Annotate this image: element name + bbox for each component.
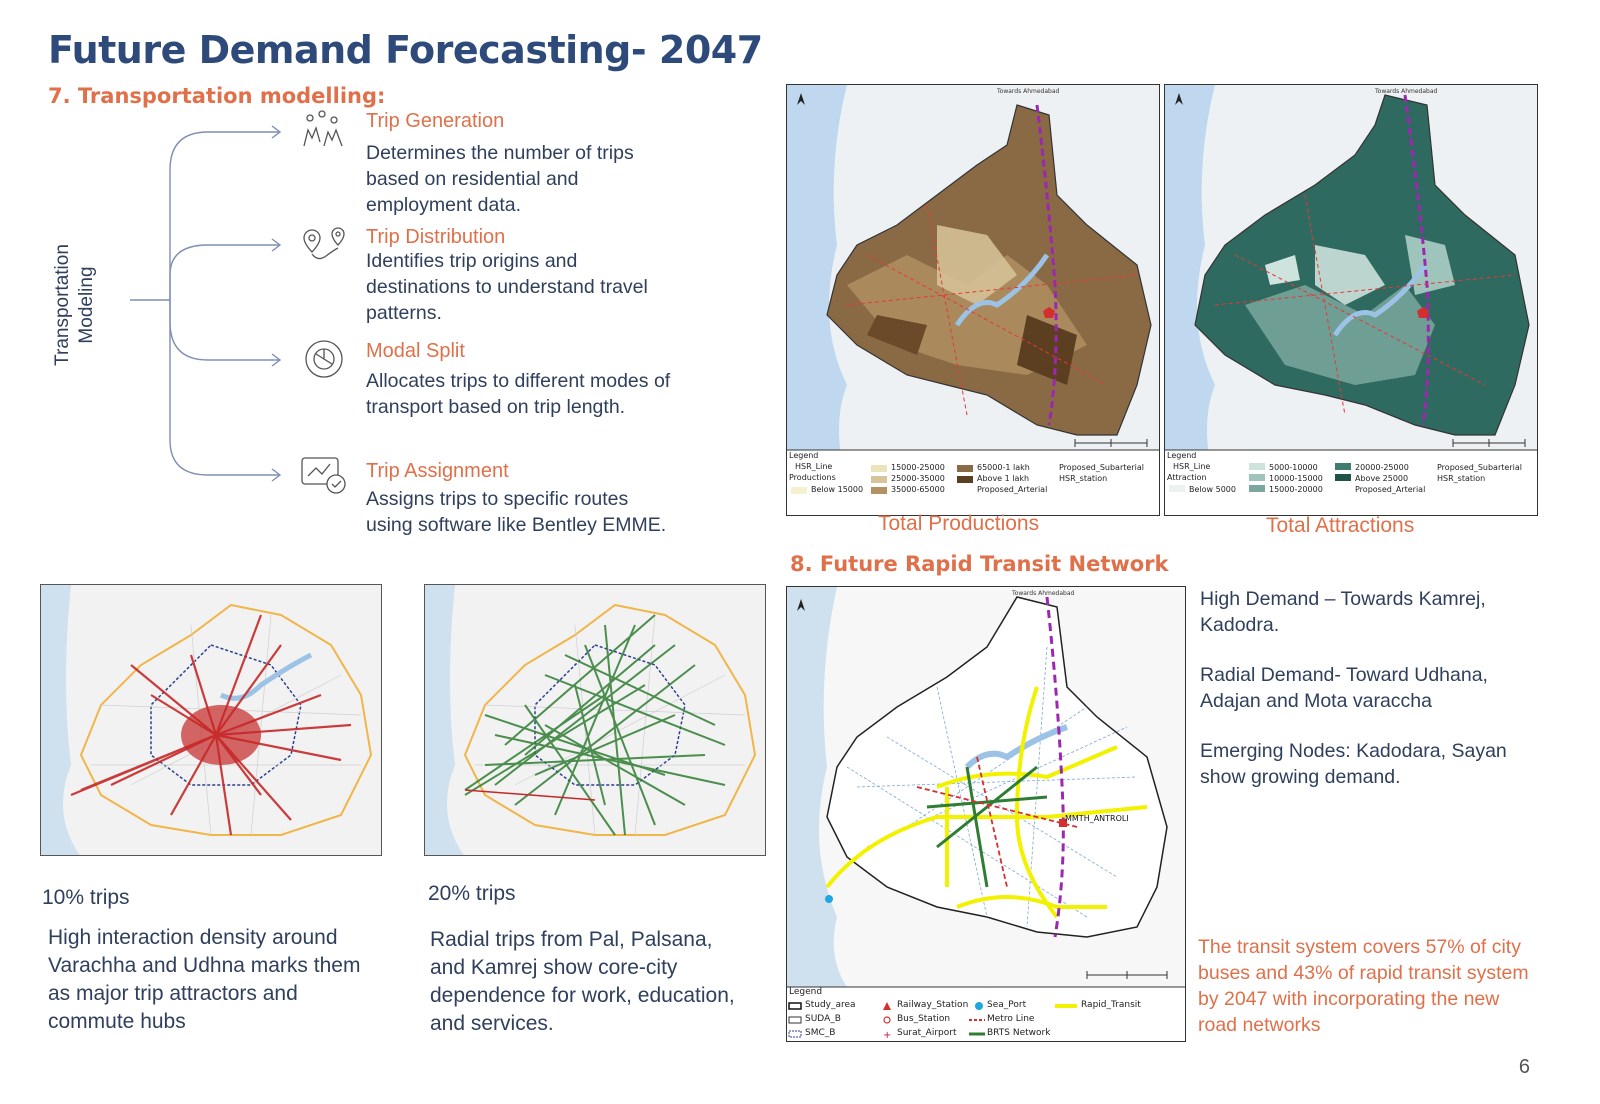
transit-legend-airport: Surat_Airport <box>897 1028 957 1038</box>
modeling-tree-connector <box>130 125 282 482</box>
attractions-legend-title: Legend <box>1167 451 1197 460</box>
rapid-transit-network-map: MMTH_ANTROLI Towards Ahmedabad + Legend … <box>786 586 1186 1042</box>
total-attractions-map: Towards Ahmedabad Legend HSR_Line Attrac… <box>1164 84 1538 516</box>
transit-legend-title: Legend <box>789 987 823 997</box>
transit-point-3: Emerging Nodes: Kadodara, Sayan show gro… <box>1200 740 1507 788</box>
transit-legend-brts: BRTS Network <box>987 1028 1051 1038</box>
svg-text:+: + <box>883 1030 891 1041</box>
productions-legend-subarterial: Proposed_Subarterial <box>1059 463 1144 472</box>
trip-generation-desc: Determines the number of trips based on … <box>366 142 634 216</box>
total-productions-map: Towards Ahmedabad Legend HSR_Line Produc… <box>786 84 1160 516</box>
modal-split-title: Modal Split <box>366 340 465 362</box>
attractions-legend-subarterial: Proposed_Subarterial <box>1437 463 1522 472</box>
transit-legend-rapid-transit: Rapid_Transit <box>1081 1000 1141 1010</box>
trips-20-desc: Radial trips from Pal, Palsana, and Kamr… <box>430 928 735 1035</box>
total-productions-caption: Total Productions <box>878 512 1040 535</box>
split-circle-icon <box>305 340 343 378</box>
attractions-legend-hsr-station: HSR_station <box>1437 474 1486 483</box>
trips-20-percent-map <box>424 584 766 856</box>
section-7-heading: 7. Transportation modelling: <box>48 84 386 108</box>
transit-legend-smc: SMC_B <box>805 1028 836 1038</box>
mmth-antroli-label: MMTH_ANTROLI <box>1065 814 1129 823</box>
transit-legend-study-area: Study_area <box>805 1000 856 1010</box>
productions-legend-class-6: Above 1 lakh <box>977 474 1030 483</box>
productions-legend-class-1: Below 15000 <box>811 485 864 494</box>
total-attractions-caption: Total Attractions <box>1266 514 1415 537</box>
productions-legend-class-2: 15000-25000 <box>891 463 945 472</box>
trips-20-label: 20% trips <box>428 882 516 905</box>
attractions-legend-class-1: Below 5000 <box>1189 485 1236 494</box>
productions-legend-class-4: 35000-65000 <box>891 485 945 494</box>
attractions-legend-class-6: Above 25000 <box>1355 474 1409 483</box>
trip-generation-title: Trip Generation <box>366 110 505 132</box>
route-check-icon <box>301 457 346 494</box>
location-pins-icon <box>303 227 345 260</box>
page-title: Future Demand Forecasting- 2047 <box>48 28 763 72</box>
modal-split-desc: Allocates trips to different modes of tr… <box>366 370 671 418</box>
trip-assignment-desc: Assigns trips to specific routes using s… <box>366 488 667 536</box>
modeling-label-line-1: Transportation <box>52 244 73 366</box>
section-8-heading: 8. Future Rapid Transit Network <box>790 552 1169 576</box>
trips-10-label: 10% trips <box>42 886 130 909</box>
transit-top-label: Towards Ahmedabad <box>1011 590 1075 597</box>
productions-legend-hsr: HSR_Line <box>795 462 833 471</box>
productions-legend-class-3: 25000-35000 <box>891 474 945 483</box>
transit-summary: The transit system covers 57% of city bu… <box>1198 936 1529 1036</box>
attractions-legend-class-3: 10000-15000 <box>1269 474 1323 483</box>
productions-top-label: Towards Ahmedabad <box>996 88 1060 95</box>
people-icon <box>303 110 343 147</box>
attractions-legend-class-4: 15000-20000 <box>1269 485 1323 494</box>
trips-10-desc: High interaction density around Varachha… <box>48 926 361 1033</box>
page-number: 6 <box>1518 1056 1530 1078</box>
attractions-legend-arterial: Proposed_Arterial <box>1355 485 1426 494</box>
productions-legend-heading: Productions <box>789 473 836 482</box>
transit-legend-metro: Metro Line <box>987 1014 1035 1024</box>
productions-legend-arterial: Proposed_Arterial <box>977 485 1048 494</box>
transit-legend-railway-station: Railway_Station <box>897 1000 969 1010</box>
transit-legend-sea-port: Sea_Port <box>987 1000 1027 1010</box>
north-arrow-icon <box>797 93 805 105</box>
north-arrow-icon <box>1175 93 1183 105</box>
attractions-legend-heading: Attraction <box>1167 473 1207 482</box>
attractions-legend-class-5: 20000-25000 <box>1355 463 1409 472</box>
attractions-legend-hsr: HSR_Line <box>1173 462 1211 471</box>
trip-assignment-title: Trip Assignment <box>366 460 509 482</box>
attractions-legend-class-2: 5000-10000 <box>1269 463 1318 472</box>
transit-legend-suda: SUDA_B <box>805 1014 841 1024</box>
trip-distribution-title: Trip Distribution <box>366 226 506 248</box>
transit-point-1: High Demand – Towards Kamrej, Kadodra. <box>1200 588 1486 636</box>
productions-legend-title: Legend <box>789 451 819 460</box>
attractions-top-label: Towards Ahmedabad <box>1374 88 1438 95</box>
productions-legend-class-5: 65000-1 lakh <box>977 463 1030 472</box>
trips-10-percent-map <box>40 584 382 856</box>
trip-distribution-desc: Identifies trip origins and destinations… <box>366 250 648 324</box>
productions-legend-hsr-station: HSR_station <box>1059 474 1108 483</box>
north-arrow-icon <box>797 599 805 611</box>
modeling-label-line-2: Modeling <box>76 266 97 344</box>
transit-point-2: Radial Demand- Toward Udhana, Adajan and… <box>1200 664 1488 712</box>
transit-legend-bus-station: Bus_Station <box>897 1014 951 1024</box>
